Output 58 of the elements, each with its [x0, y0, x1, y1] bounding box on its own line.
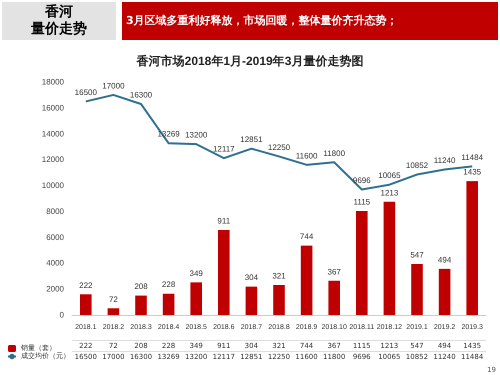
- data-label: 11600: [296, 151, 318, 160]
- data-label: 228: [162, 280, 176, 290]
- data-label: 208: [134, 282, 148, 292]
- bar: [411, 264, 423, 315]
- data-label: 911: [217, 216, 231, 226]
- data-label: 10065: [378, 171, 402, 180]
- y-tick-label: 10000: [42, 181, 65, 190]
- data-label: 11800: [323, 148, 346, 158]
- bar: [356, 210, 368, 315]
- data-label: 9696: [352, 176, 372, 185]
- data-label: 12117: [212, 144, 236, 154]
- text: 香河: [45, 4, 73, 20]
- bar: [438, 268, 450, 315]
- data-label: 744: [300, 232, 314, 242]
- data-label: 1115: [353, 197, 371, 206]
- data-label: 11484: [461, 152, 484, 162]
- bar: [162, 294, 174, 315]
- chart-title: 香河市场2018年1月-2019年3月量价走势图: [136, 54, 364, 68]
- bar: [246, 286, 258, 315]
- y-tick-label: 18000: [42, 78, 65, 86]
- y-tick-label: 12000: [42, 155, 65, 164]
- bar: [466, 181, 478, 315]
- data-label: 367: [328, 267, 342, 276]
- data-label: 304: [244, 273, 259, 282]
- y-tick-label: 16000: [42, 103, 65, 112]
- data-label: 12851: [240, 135, 264, 144]
- y-tick-label: 14000: [42, 129, 65, 138]
- data-label: 16500: [74, 88, 98, 97]
- data-label: 321: [272, 272, 286, 281]
- bar: [300, 246, 312, 315]
- data-label: 494: [438, 255, 452, 264]
- data-label: 10852: [406, 161, 429, 170]
- y-tick-label: 0: [60, 310, 65, 320]
- data-label: 11240: [434, 156, 456, 166]
- y-tick-label: 4000: [46, 258, 65, 268]
- data-label: 1213: [380, 188, 399, 198]
- data-label: 17000: [102, 81, 126, 90]
- data-label: 547: [410, 250, 424, 260]
- bar: [80, 294, 92, 315]
- y-tick-label: 2000: [46, 284, 65, 294]
- bar: [135, 296, 147, 315]
- data-label: 1435: [463, 168, 482, 177]
- y-tick-label: 6000: [46, 232, 65, 242]
- y-tick-label: 8000: [46, 206, 65, 216]
- chart-subtitle: 3月区域多重利好释放，市场回暖，整体量价齐升态势；: [122, 2, 498, 40]
- data-label: 16300: [130, 90, 153, 100]
- data-label: 13200: [185, 130, 208, 140]
- text: 量价走势: [31, 21, 87, 37]
- data-label: 72: [108, 294, 118, 304]
- bar: [384, 202, 396, 315]
- bar: [328, 280, 340, 315]
- bar: [108, 308, 120, 315]
- bar: [273, 285, 285, 315]
- bar: [190, 282, 202, 315]
- data-label: 222: [79, 280, 94, 290]
- bar: [218, 230, 230, 315]
- data-label: 349: [190, 268, 204, 278]
- data-label: 12250: [268, 142, 291, 152]
